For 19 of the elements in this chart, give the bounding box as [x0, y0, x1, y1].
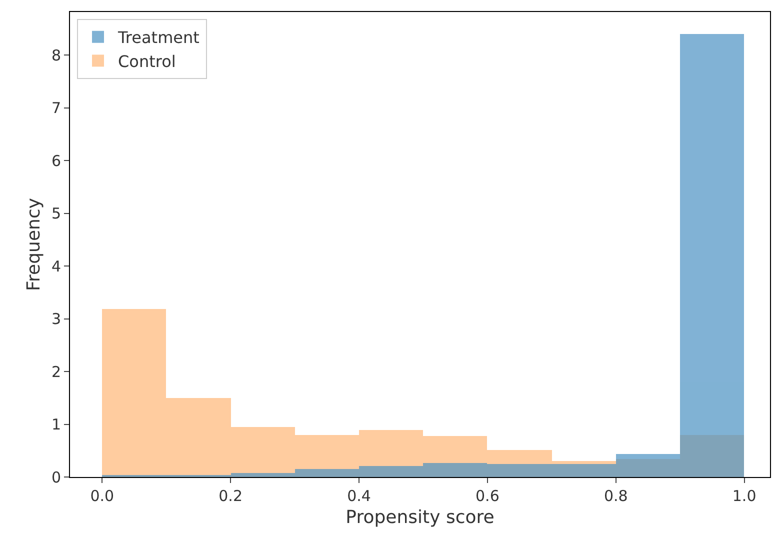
legend-label: Control — [118, 52, 176, 71]
y-tick-label: 7 — [51, 99, 61, 118]
x-tick-label: 1.0 — [732, 487, 756, 505]
y-tick-label: 0 — [51, 468, 61, 486]
x-tick-label: 0.2 — [218, 487, 242, 505]
x-axis-title: Propensity score — [346, 507, 494, 528]
y-tick-label: 8 — [51, 46, 61, 64]
y-tick-label: 4 — [51, 257, 61, 276]
legend-label: Treatment — [117, 28, 200, 48]
y-tick-label: 6 — [51, 152, 61, 170]
x-tick-label: 0.8 — [604, 487, 628, 505]
y-tick-label: 3 — [51, 310, 61, 328]
y-axis-title: Frequency — [24, 198, 45, 291]
x-tick-label: 0.6 — [476, 487, 500, 505]
y-tick-label: 1 — [51, 416, 61, 434]
x-tick-label: 0.4 — [347, 487, 371, 505]
x-tick-label: 0.0 — [90, 487, 114, 505]
y-tick-label: 2 — [51, 362, 61, 381]
y-tick-label: 5 — [51, 204, 61, 223]
